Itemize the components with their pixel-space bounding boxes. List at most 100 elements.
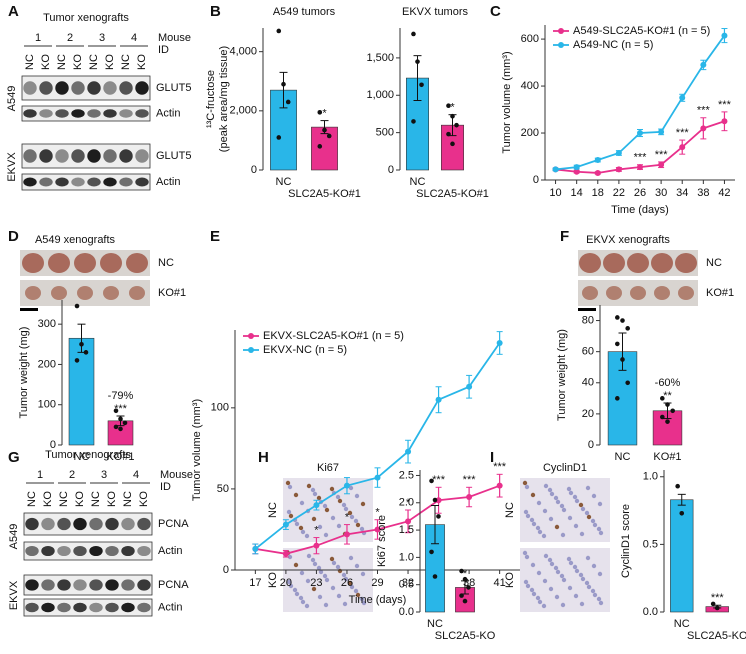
x-tick-label: 34 (676, 187, 688, 199)
blot-title: Tumor xenografts (43, 12, 129, 24)
cell (522, 480, 528, 486)
data-point (615, 341, 620, 347)
x-tick-label: 26 (341, 577, 353, 589)
cell (531, 521, 537, 527)
cell (584, 580, 590, 586)
x-tick-label: KO#1 (653, 451, 681, 463)
data-point (74, 303, 80, 309)
cell (529, 517, 535, 523)
data-point (415, 59, 420, 64)
cell (355, 522, 361, 528)
data-point (620, 318, 625, 323)
ihc-row-label: KO (504, 572, 516, 588)
significance: *** (676, 127, 690, 139)
cell-line: EKVX (8, 580, 20, 610)
cell (330, 515, 336, 521)
lane-label: KO (136, 54, 148, 70)
data-point (276, 28, 282, 34)
cell (348, 485, 354, 491)
cell (330, 585, 336, 591)
y-axis-label: CyclinD1 score (620, 504, 632, 578)
panel-label: D (8, 228, 19, 245)
tumor (129, 286, 145, 300)
bar (670, 499, 694, 613)
cell (336, 523, 342, 529)
cell (530, 562, 536, 568)
blot-band (57, 602, 71, 613)
panel-label: F (560, 228, 569, 245)
blot-band (41, 517, 55, 531)
cell (317, 594, 323, 600)
blot-band (121, 602, 135, 613)
tumor (103, 286, 119, 300)
series-line (555, 35, 726, 171)
tumor (582, 286, 598, 300)
cell (342, 601, 348, 607)
data-point (658, 161, 665, 168)
data-point (658, 128, 665, 135)
data-point (285, 99, 291, 105)
ihc-title: Ki67 (317, 462, 339, 474)
blot-band (105, 517, 119, 531)
ihc-title: CyclinD1 (543, 462, 587, 474)
x-tick-label: SLC2A5-KO#1 (288, 188, 361, 200)
tumor (678, 286, 694, 300)
blot-band (41, 602, 55, 613)
blot-band (71, 149, 85, 163)
cell (524, 484, 530, 490)
y-tick-label: 80 (582, 314, 594, 326)
mouse-number: 4 (133, 469, 139, 481)
blot-band (23, 81, 37, 95)
cell (537, 529, 543, 535)
blot-band (73, 602, 87, 613)
blot-band (55, 177, 69, 187)
data-point (679, 94, 686, 101)
data-point (679, 510, 685, 516)
cell (547, 487, 553, 493)
x-tick-label: 30 (655, 187, 667, 199)
cell (592, 522, 598, 528)
blot-band (73, 517, 87, 531)
blot-band (89, 579, 103, 591)
cell (324, 507, 330, 513)
data-point (466, 383, 473, 390)
data-point (665, 402, 670, 407)
tumor (630, 286, 646, 300)
cell (574, 498, 580, 504)
x-axis-label: Time (days) (611, 204, 669, 216)
cell (349, 514, 355, 520)
y-tick-label: 0 (50, 439, 56, 451)
blot-band (39, 149, 53, 163)
y-tick-label: 2,000 (229, 105, 257, 117)
cell (560, 532, 566, 538)
cell (559, 503, 565, 509)
blot-band (137, 602, 151, 613)
data-point (450, 141, 455, 147)
blot-band (135, 149, 149, 163)
data-point (326, 133, 332, 139)
photo-title: A549 xenografts (35, 234, 116, 246)
blot-title: Tumor xenografts (45, 449, 131, 461)
y-tick-label: 0 (251, 164, 257, 176)
data-point (615, 315, 620, 320)
y-tick-label: 100 (38, 399, 56, 411)
cell-line: A549 (6, 86, 18, 112)
cell (294, 521, 300, 527)
cell (586, 514, 592, 520)
scale-bar (20, 308, 38, 311)
x-tick-label: 41 (494, 577, 506, 589)
x-tick-label: SLC2A5-KO#1 (416, 188, 489, 200)
y-tick-label: 1.5 (399, 524, 414, 536)
cell (287, 484, 293, 490)
blot-band (135, 81, 149, 95)
data-point (74, 358, 80, 363)
x-tick-label: 32 (402, 577, 414, 589)
mouse-id: ID (160, 481, 171, 493)
blot-band (71, 109, 85, 118)
blot-band (137, 545, 151, 557)
data-point (462, 598, 468, 604)
chart-title: EKVX tumors (402, 6, 469, 18)
data-point (118, 416, 123, 422)
panel-label: E (210, 228, 220, 245)
data-point (79, 342, 84, 347)
